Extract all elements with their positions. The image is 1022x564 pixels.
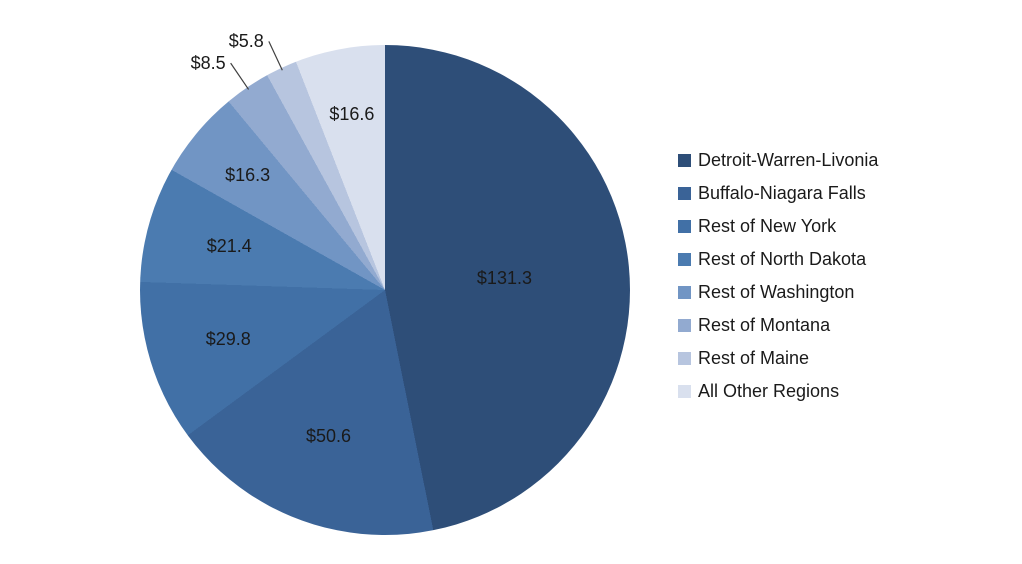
leader-line [268, 41, 283, 71]
legend-item: Detroit-Warren-Livonia [678, 150, 878, 170]
legend-item: Rest of New York [678, 216, 878, 236]
legend-item: Rest of Washington [678, 282, 878, 302]
legend-item: Rest of Maine [678, 348, 878, 368]
legend-label: All Other Regions [698, 381, 840, 401]
legend-label: Buffalo-Niagara Falls [698, 183, 866, 203]
legend-label: Rest of Washington [698, 282, 855, 302]
slice-value-label: $5.8 [228, 31, 264, 52]
legend-swatch [678, 351, 691, 365]
legend-swatch [678, 285, 691, 299]
legend-item: Rest of North Dakota [678, 249, 878, 269]
legend-label: Detroit-Warren-Livonia [698, 150, 879, 170]
legend-swatch [678, 384, 691, 398]
legend-item: Buffalo-Niagara Falls [678, 183, 878, 203]
pie-chart [140, 45, 630, 535]
legend-swatch [678, 219, 691, 233]
legend-swatch [678, 318, 691, 332]
legend-swatch [678, 153, 691, 167]
legend-swatch [678, 252, 691, 266]
legend-label: Rest of Maine [698, 348, 810, 368]
legend-item: All Other Regions [678, 381, 878, 401]
leader-line [230, 62, 250, 90]
legend-label: Rest of Montana [698, 315, 831, 335]
legend: Detroit-Warren-Livonia Buffalo-Niagara F… [678, 150, 878, 401]
legend-label: Rest of New York [698, 216, 837, 236]
legend-label: Rest of North Dakota [698, 249, 867, 269]
slice-value-label: $8.5 [190, 53, 226, 74]
legend-swatch [678, 186, 691, 200]
legend-item: Rest of Montana [678, 315, 878, 335]
